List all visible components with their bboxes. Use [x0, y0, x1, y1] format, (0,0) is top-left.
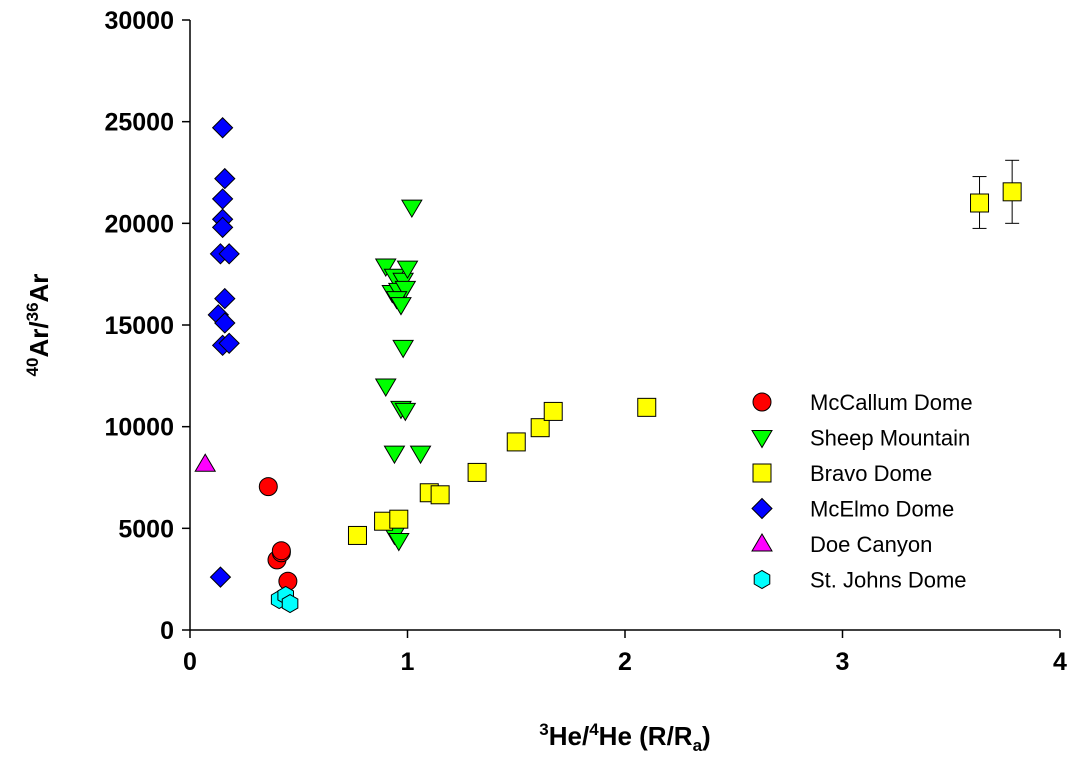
- legend-marker: [753, 569, 771, 590]
- point-mcelmo-dome: [209, 566, 232, 588]
- legend-label: Doe Canyon: [810, 532, 932, 557]
- point-bravo-dome: [970, 193, 990, 213]
- legend-label: St. Johns Dome: [810, 568, 967, 593]
- point-sheep-mountain: [394, 402, 417, 422]
- legend-marker: [751, 430, 773, 449]
- point-sheep-mountain: [383, 445, 406, 465]
- point-bravo-dome: [347, 525, 367, 545]
- legend-label: Sheep Mountain: [810, 426, 970, 451]
- point-bravo-dome: [530, 418, 550, 438]
- point-bravo-dome: [637, 397, 657, 417]
- point-mcelmo-dome: [211, 117, 234, 139]
- point-bravo-dome: [467, 462, 487, 482]
- legend-marker: [752, 463, 772, 483]
- point-sheep-mountain: [374, 378, 397, 397]
- x-axis-title: 3He/4He (R/Ra): [539, 720, 710, 755]
- point-sheep-mountain: [387, 533, 410, 552]
- y-tick-label: 25000: [104, 109, 174, 137]
- point-sheep-mountain: [394, 280, 417, 300]
- point-bravo-dome: [506, 432, 526, 452]
- point-sheep-mountain: [409, 445, 432, 465]
- data-points: [194, 117, 1022, 614]
- point-sheep-mountain: [396, 260, 419, 280]
- legend-label: McElmo Dome: [810, 497, 954, 522]
- y-tick-label: 20000: [104, 210, 174, 238]
- point-sheep-mountain: [374, 258, 397, 278]
- point-bravo-dome: [389, 509, 409, 529]
- legend-marker: [752, 392, 772, 412]
- y-tick-label: 0: [160, 617, 174, 645]
- y-axis-title: 40Ar/36Ar: [23, 274, 54, 377]
- point-bravo-dome: [543, 401, 563, 421]
- y-tick-label: 30000: [104, 7, 174, 35]
- y-tick-label: 15000: [104, 312, 174, 340]
- point-mcelmo-dome: [218, 332, 240, 355]
- point-mcelmo-dome: [214, 167, 236, 190]
- point-mcelmo-dome: [218, 243, 240, 265]
- point-mcelmo-dome: [214, 312, 236, 334]
- point-bravo-dome: [430, 485, 450, 505]
- point-mccallum-dome: [258, 477, 278, 497]
- x-tick-label: 4: [1053, 648, 1067, 676]
- point-mcelmo-dome: [211, 216, 234, 239]
- legend-marker: [751, 533, 773, 552]
- y-tick-label: 5000: [118, 515, 174, 543]
- legend-marker: [751, 497, 773, 520]
- point-doe-canyon: [194, 453, 217, 472]
- axis-ticks: 0 1 2 3 4 0 5000 10000 15000 20000 25000 30000: [104, 7, 1067, 676]
- point-bravo-dome: [1002, 182, 1022, 202]
- point-sheep-mountain: [400, 199, 423, 219]
- legend: McCallum Dome Sheep Mountain Bravo Dome McE…: [751, 390, 973, 593]
- x-tick-label: 2: [618, 648, 632, 676]
- x-tick-label: 3: [836, 648, 850, 676]
- point-mcelmo-dome: [211, 188, 234, 210]
- point-mccallum-dome: [271, 541, 291, 561]
- point-st-johns-dome: [281, 593, 299, 614]
- legend-label: McCallum Dome: [810, 390, 973, 415]
- point-sheep-mountain: [392, 339, 415, 359]
- point-mcelmo-dome: [214, 287, 236, 310]
- x-tick-label: 0: [183, 648, 197, 676]
- legend-label: Bravo Dome: [810, 461, 932, 486]
- point-sheep-mountain: [390, 297, 412, 316]
- y-tick-label: 10000: [104, 414, 174, 442]
- x-tick-label: 1: [401, 648, 415, 676]
